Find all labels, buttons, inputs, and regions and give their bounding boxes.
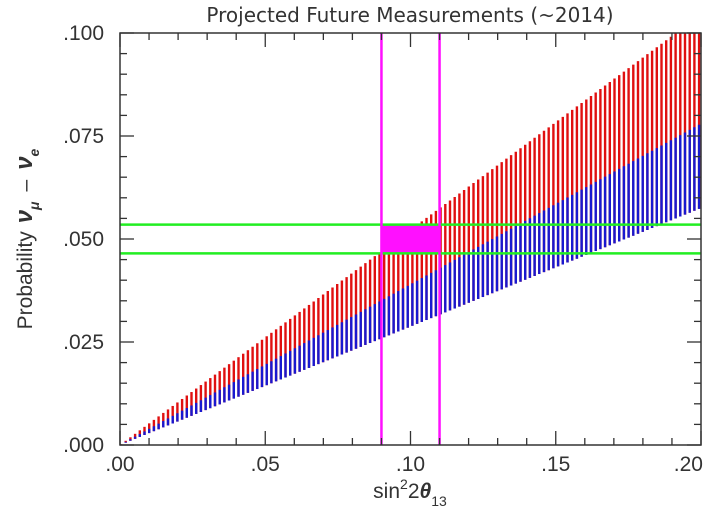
x-axis-label-text: sin22θ13	[373, 476, 447, 509]
y-tick-label: .100	[63, 22, 104, 45]
y-label-text: Probability	[14, 231, 37, 330]
x-label-sub: 13	[431, 493, 447, 509]
highlight-box	[381, 224, 440, 254]
y-tick-label: .050	[63, 228, 104, 251]
y-axis-label: Probabilityνμ–νe	[11, 148, 42, 329]
y-tick-labels: .000 .025 .050 .075 .100	[63, 22, 104, 457]
x-tick-label: .10	[396, 453, 425, 476]
x-label-base: sin	[373, 480, 400, 503]
y-tick-label: .025	[63, 331, 104, 354]
series-band-blue	[120, 124, 701, 445]
horizontal-lines	[120, 223, 701, 255]
x-tick-label: .00	[105, 453, 134, 476]
chart-title: Projected Future Measurements (~2014)	[206, 3, 613, 27]
y-label-dash: –	[14, 179, 37, 191]
x-axis-label: sin22θ13	[373, 476, 447, 509]
y-tick-label: .075	[63, 125, 104, 148]
x-tick-label: .20	[674, 453, 703, 476]
x-label-sup: 2	[400, 476, 408, 492]
y-label-nu2: ν	[11, 156, 38, 170]
y-axis-label-text: Probabilityνμ–νe	[11, 148, 42, 329]
y-tick-label: .000	[63, 434, 104, 457]
x-label-greek: θ	[420, 480, 432, 503]
highlight-box-layer	[381, 224, 440, 254]
y-label-sub1: μ	[26, 201, 42, 211]
x-label-mid: 2	[408, 480, 420, 503]
x-tick-labels: .00 .05 .10 .15 .20	[105, 453, 703, 476]
y-label-sub2: e	[26, 148, 42, 156]
x-tick-label: .15	[541, 453, 570, 476]
x-tick-label: .05	[251, 453, 280, 476]
plot-area	[120, 33, 701, 445]
chart-title-group: Projected Future Measurements (~2014)	[206, 3, 613, 27]
y-label-nu1: ν	[11, 209, 38, 223]
vertical-lines	[380, 33, 441, 445]
axis-ticks	[119, 32, 702, 446]
